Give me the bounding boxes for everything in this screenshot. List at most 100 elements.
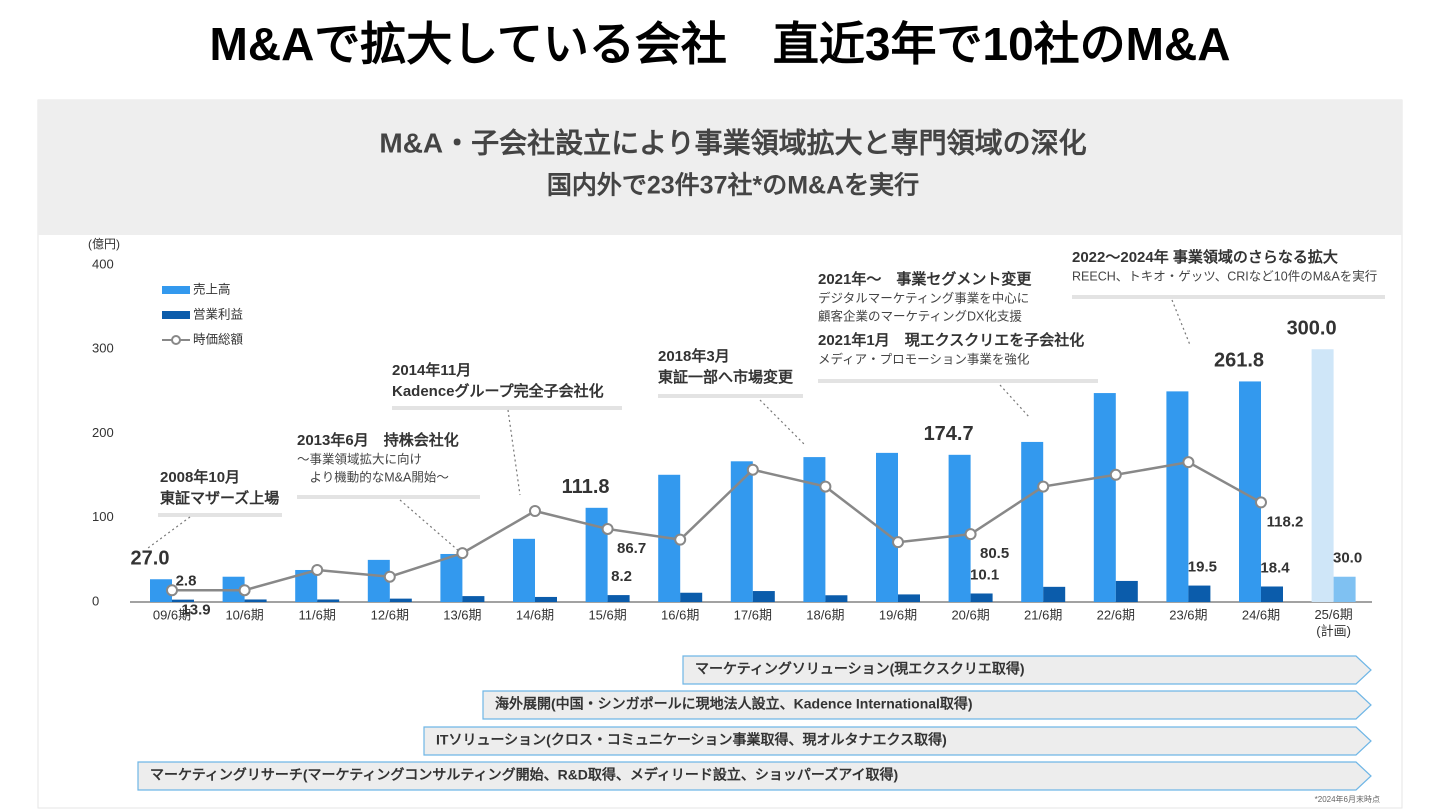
bar [1115, 580, 1138, 602]
bar [295, 569, 318, 602]
line-marker [311, 563, 324, 576]
annotation-detail: REECH、トキオ・ゲッツ、CRIなど10件のM&Aを実行 [1072, 268, 1377, 283]
annotation-heading: 2021年～ 事業セグメント変更 [818, 270, 1032, 288]
line-marker [892, 536, 904, 549]
x-tick-label: 20/6期 [951, 607, 989, 622]
bar [1166, 391, 1189, 602]
value-label: 8.2 [611, 568, 632, 585]
x-tick-label: 13/6期 [443, 607, 481, 622]
bar [1239, 381, 1261, 602]
value-label: 19.5 [1188, 559, 1217, 576]
bar [1333, 576, 1356, 602]
bar [825, 595, 848, 602]
line-marker [166, 584, 178, 597]
annotation-heading: Kadenceグループ完全子会社化 [392, 382, 604, 400]
line-marker [1109, 468, 1122, 481]
value-label: 13.9 [181, 601, 210, 618]
x-tick-label: 18/6期 [806, 607, 844, 622]
bar [1188, 585, 1211, 602]
timeline-arrow [482, 690, 1372, 720]
line-marker [819, 480, 832, 493]
annotation-detail: より機動的なM&A開始～ [297, 469, 449, 484]
line-marker [1255, 496, 1267, 509]
bar [367, 559, 390, 602]
timeline-arrow [423, 726, 1372, 756]
bar [585, 507, 608, 602]
bar [1021, 441, 1044, 602]
annotation-leader [507, 409, 521, 496]
bar [172, 599, 194, 602]
bar [898, 594, 920, 602]
legend-swatch [171, 335, 181, 345]
annotation-detail: 顧客企業のマーケティングDX化支援 [818, 308, 1022, 323]
line-marker [1037, 480, 1050, 493]
timeline-label: マーケティングソリューション(現エクスクリエ取得) [695, 661, 1025, 677]
footnote: *2024年6月末時点 [1315, 794, 1380, 804]
annotation-leader [759, 399, 806, 446]
y-tick-label: 0 [92, 593, 99, 608]
legend-swatch [162, 286, 190, 294]
x-tick-label: 21/6期 [1024, 607, 1062, 622]
banner-line: 国内外で23件37社*のM&Aを実行 [547, 171, 919, 200]
annotation-heading: 東証一部へ市場変更 [658, 368, 794, 386]
value-label: 30.0 [1333, 550, 1362, 567]
annotation-heading: 2008年10月 [160, 468, 240, 486]
bar [535, 596, 557, 602]
x-tick-label: 12/6期 [371, 607, 409, 622]
legend-label: 売上高 [193, 281, 231, 296]
annotation-leader [399, 499, 461, 553]
x-tick-label: 23/6期 [1169, 607, 1207, 622]
legend-label: 時価総額 [193, 332, 244, 346]
value-label: 18.4 [1260, 559, 1290, 576]
x-tick-label: 11/6期 [299, 607, 336, 622]
banner-line: M&A・子会社設立により事業領域拡大と専門領域の深化 [379, 126, 1086, 158]
bar [876, 452, 898, 602]
timeline-arrow [682, 655, 1372, 685]
x-tick-label: 10/6期 [225, 607, 263, 622]
x-tick-label: 09/6期 [153, 607, 191, 622]
y-axis-label: (億円) [88, 237, 120, 251]
x-tick-label: 24/6期 [1242, 607, 1280, 622]
bar [607, 595, 630, 602]
banner [38, 100, 1402, 235]
value-label: 118.2 [1267, 513, 1304, 530]
line-marker [1182, 456, 1195, 469]
x-tick-label: 22/6期 [1097, 607, 1135, 622]
bar [150, 579, 172, 602]
value-label: 261.8 [1214, 350, 1264, 372]
bar [803, 457, 826, 602]
annotation-heading: 2021年1月 現エクスクリエを子会社化 [818, 331, 1084, 349]
x-tick-label: 25/6期(計画) [1314, 607, 1352, 638]
bar [1093, 393, 1116, 602]
y-tick-label: 200 [92, 425, 114, 440]
timeline-label: 海外展開(中国・シンガポールに現地法人設立、Kadence Internatio… [495, 696, 973, 712]
line-marker [674, 533, 687, 546]
timeline-label: マーケティングリサーチ(マーケティングコンサルティング開始、R&D取得、メディリ… [150, 767, 898, 783]
annotation-leader [1171, 299, 1191, 346]
line [171, 460, 1262, 592]
timeline-arrow [137, 761, 1372, 791]
y-tick-label: 400 [92, 256, 114, 271]
bar [1311, 349, 1334, 602]
x-tick-label: 19/6期 [879, 607, 917, 622]
bar [513, 538, 535, 602]
line-marker [529, 505, 541, 518]
annotation-heading: 東証マザーズ上場 [160, 489, 279, 507]
value-label: 300.0 [1287, 318, 1337, 340]
timeline-label: ITソリューション(クロス・コミュニケーション事業取得、現オルタナエクス取得) [436, 732, 947, 748]
x-tick-label: 17/6期 [734, 607, 772, 622]
annotation-heading: 2018年3月 [658, 347, 730, 365]
y-tick-label: 100 [92, 509, 114, 524]
value-label: 174.7 [924, 423, 974, 445]
bar [1261, 586, 1283, 602]
annotation-heading: 2022～2024年 事業領域のさらなる拡大 [1072, 248, 1338, 266]
value-label: 80.5 [980, 545, 1009, 562]
x-tick-label: 15/6期 [588, 607, 626, 622]
value-label: 111.8 [562, 476, 610, 498]
y-tick-label: 300 [92, 341, 114, 356]
bar [752, 591, 775, 602]
legend-swatch [162, 311, 190, 319]
bar [440, 553, 463, 602]
bar [1043, 586, 1066, 602]
